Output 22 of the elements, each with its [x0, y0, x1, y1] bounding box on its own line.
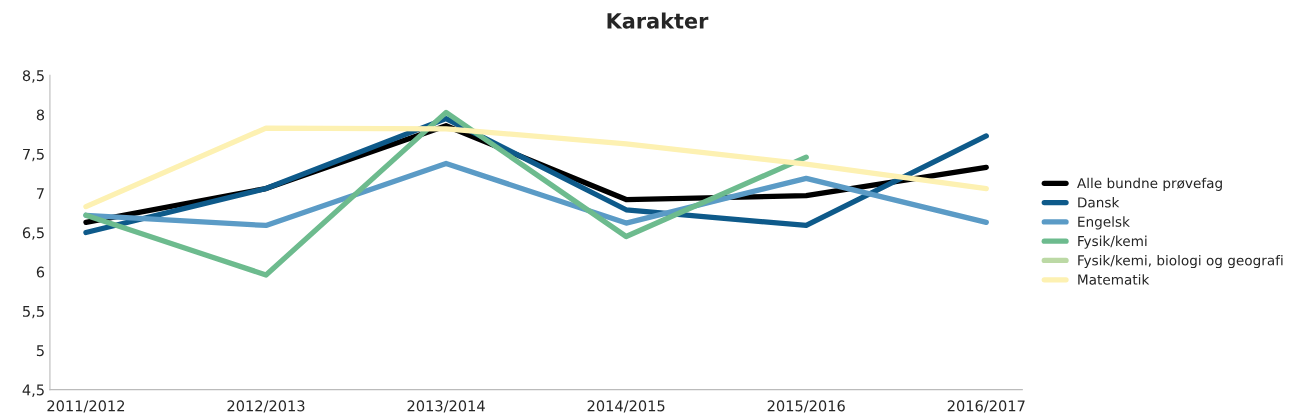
chart-title: Karakter [607, 12, 709, 29]
y-tick-label: 8,5 [22, 70, 44, 83]
legend-label: Alle bundne prøvefag [1077, 177, 1222, 191]
y-tick-label: 6 [36, 266, 45, 278]
y-tick-label: 5,5 [23, 306, 44, 319]
x-tick-label: 2016/2017 [947, 400, 1025, 413]
y-tick-label: 5 [36, 345, 44, 357]
x-tick-label: 2011/2012 [47, 400, 125, 413]
y-tick-label: 4,5 [22, 384, 44, 397]
legend-label: Engelsk [1078, 216, 1130, 230]
y-tick-label: 7,5 [23, 148, 44, 162]
y-tick-label: 6,5 [22, 227, 44, 240]
legend-label: Matematik [1078, 274, 1150, 285]
legend-label: Fysik/kemi [1078, 235, 1147, 249]
x-tick-label: 2012/2013 [227, 400, 305, 413]
x-tick-label: 2015/2016 [767, 400, 845, 413]
legend-label: Dansk [1078, 197, 1120, 208]
x-tick-label: 2014/2015 [587, 400, 665, 413]
y-tick-label: 8 [36, 109, 45, 121]
y-tick-label: 7 [36, 188, 44, 199]
legend-label: Fysik/kemi, biologi og geografi [1078, 254, 1283, 269]
x-tick-label: 2013/2014 [407, 400, 485, 413]
